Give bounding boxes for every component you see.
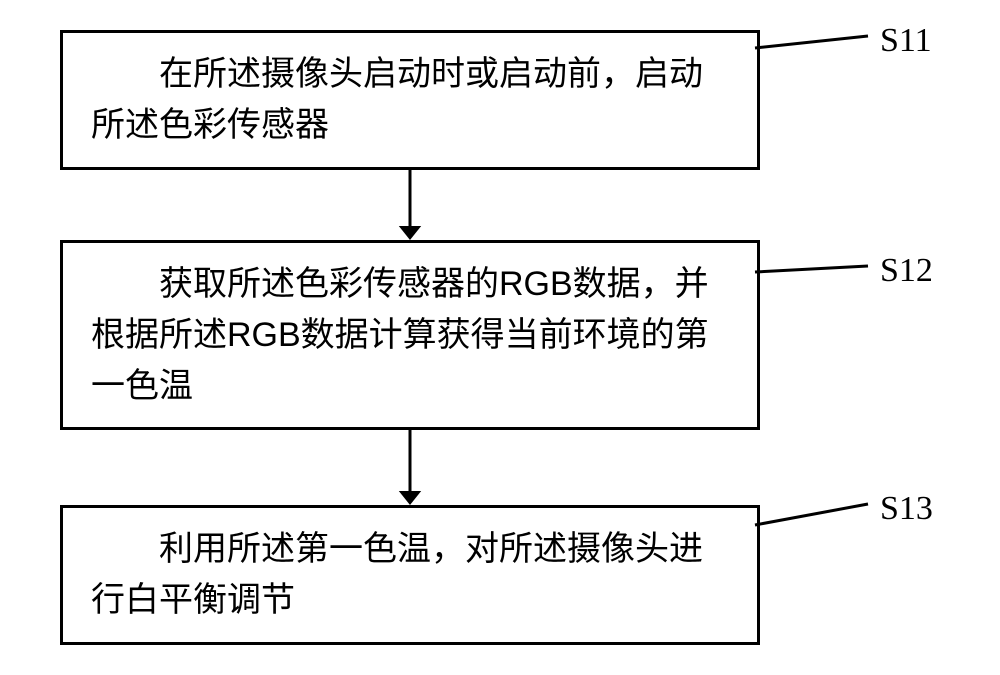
flowchart-canvas: 在所述摄像头启动时或启动前，启动所述色彩传感器S11获取所述色彩传感器的RGB数… <box>0 0 1000 675</box>
flow-arrow-2 <box>0 0 1000 675</box>
